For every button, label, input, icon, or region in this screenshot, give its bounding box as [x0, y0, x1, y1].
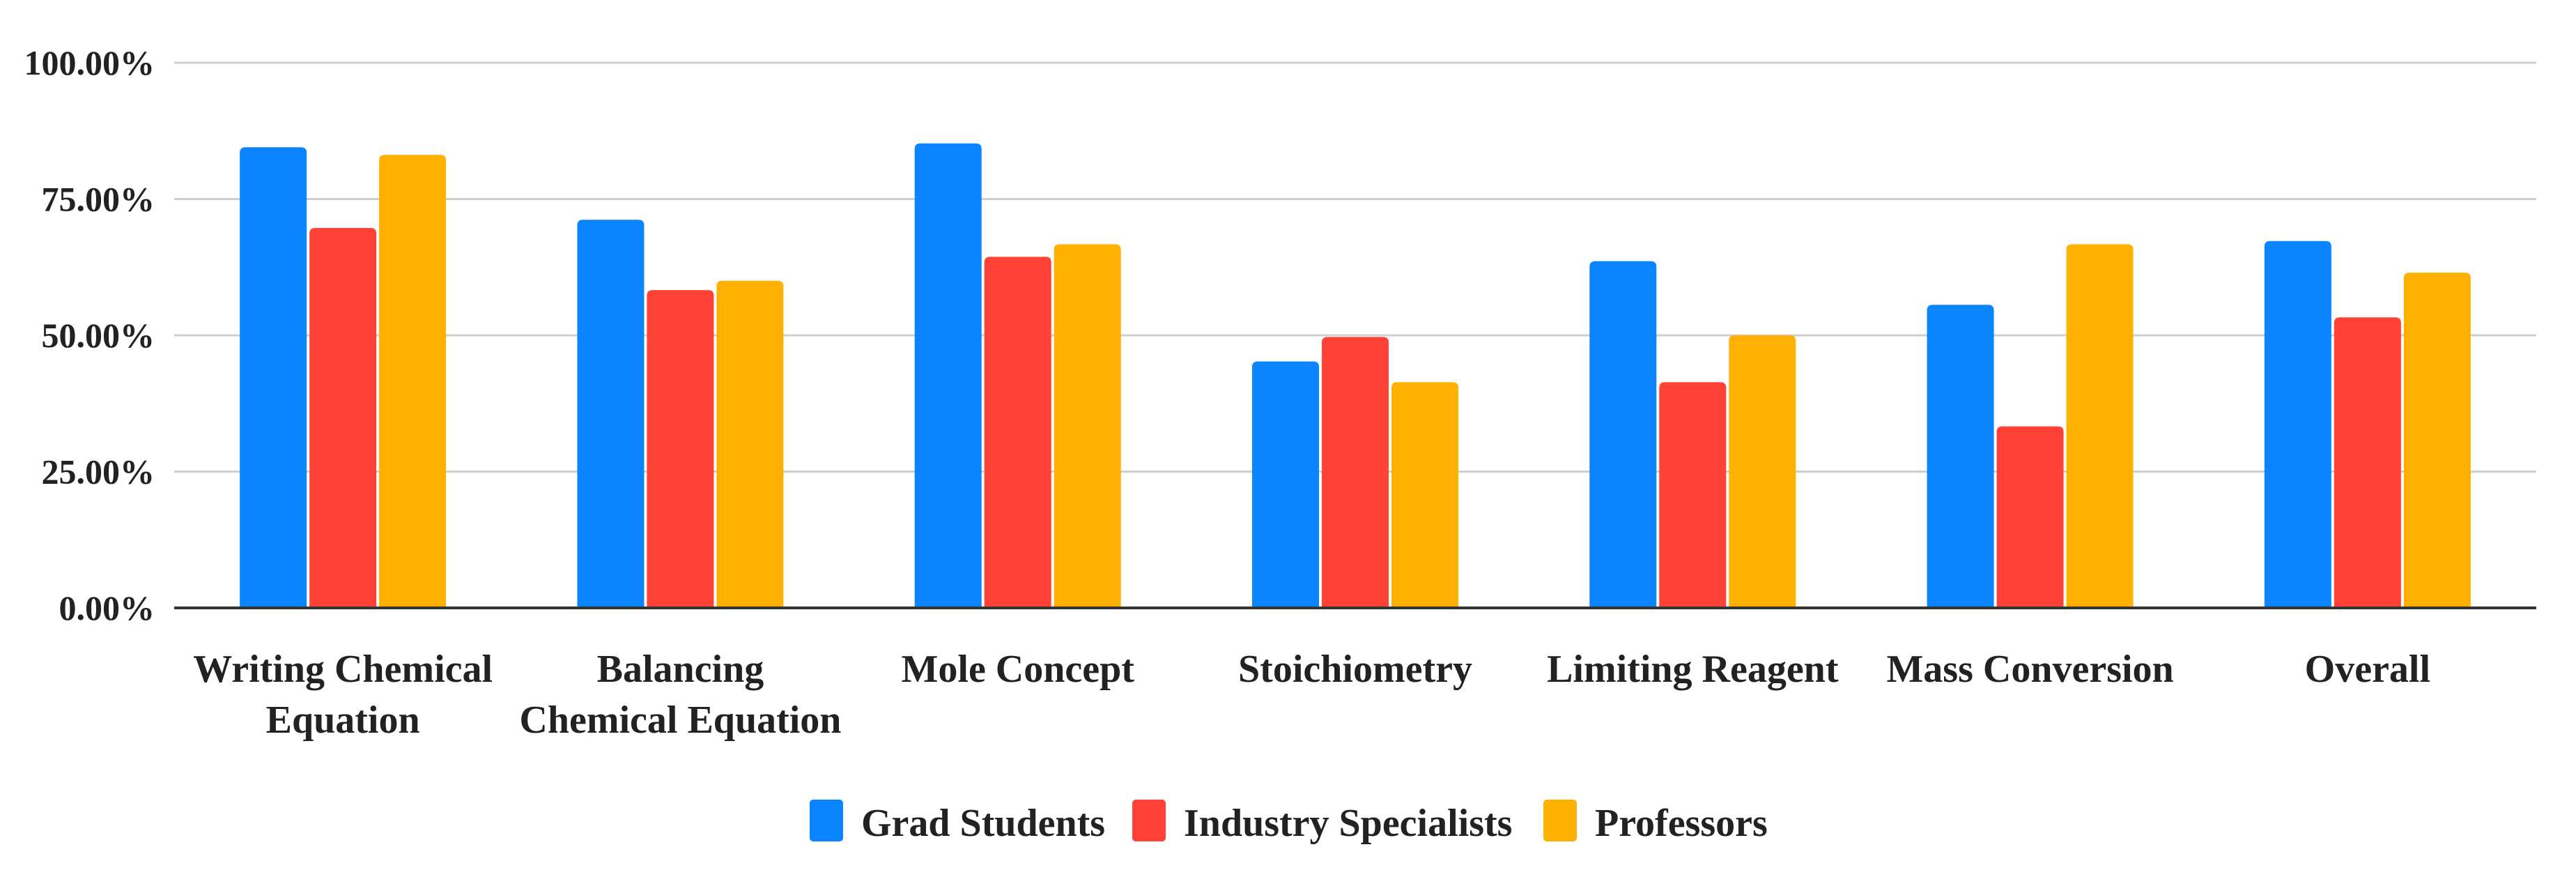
bar-industry-specialists	[1996, 426, 2064, 608]
bar-grad-students	[1589, 261, 1657, 608]
y-tick-label: 75.00%	[42, 180, 155, 219]
bar-grad-students	[2264, 241, 2331, 608]
y-tick-label: 0.00%	[59, 588, 155, 627]
bar-grad-students	[1252, 361, 1319, 608]
x-tick-label: Writing Chemical	[193, 648, 493, 691]
x-tick-label: Balancing	[597, 648, 764, 691]
bar-professors	[1391, 382, 1458, 608]
y-tick-label: 100.00%	[24, 43, 155, 82]
y-axis: 0.00% 25.00% 50.00% 75.00% 100.00%	[24, 43, 155, 627]
legend: Grad Students Industry Specialists Profess…	[810, 800, 1768, 845]
y-tick-label: 25.00%	[42, 452, 155, 491]
legend-swatch	[810, 800, 843, 841]
bar-industry-specialists	[984, 257, 1051, 608]
x-tick-label: Equation	[266, 699, 420, 742]
bar-industry-specialists	[1322, 337, 1389, 608]
bar-professors	[2403, 273, 2471, 608]
x-tick-label: Overall	[2305, 648, 2430, 691]
legend-swatch	[1132, 800, 1166, 841]
bars	[240, 143, 2471, 609]
bar-grad-students	[240, 147, 307, 608]
legend-label: Industry Specialists	[1184, 802, 1512, 845]
bar-grad-students	[1927, 305, 1994, 608]
x-tick-label: Limiting Reagent	[1547, 648, 1839, 691]
bar-industry-specialists	[2334, 317, 2401, 608]
y-tick-label: 50.00%	[42, 316, 155, 355]
bar-industry-specialists	[309, 227, 377, 608]
bar-professors	[2066, 244, 2134, 608]
x-axis-labels: Writing Chemical Equation Balancing Chemica…	[193, 648, 2430, 742]
bar-professors	[379, 155, 447, 608]
x-tick-label: Chemical Equation	[519, 699, 841, 742]
x-tick-label: Mole Concept	[902, 648, 1135, 691]
bar-grad-students	[914, 143, 982, 609]
bar-industry-specialists	[647, 290, 714, 608]
bar-professors	[1054, 244, 1121, 608]
bar-grad-students	[577, 220, 645, 608]
bar-industry-specialists	[1659, 382, 1727, 608]
legend-label: Grad Students	[861, 802, 1105, 845]
x-tick-label: Stoichiometry	[1238, 648, 1472, 691]
bar-professors	[1729, 335, 1796, 608]
bar-professors	[716, 280, 784, 608]
legend-swatch	[1543, 800, 1577, 841]
legend-label: Professors	[1595, 802, 1768, 845]
x-tick-label: Mass Conversion	[1886, 648, 2173, 691]
